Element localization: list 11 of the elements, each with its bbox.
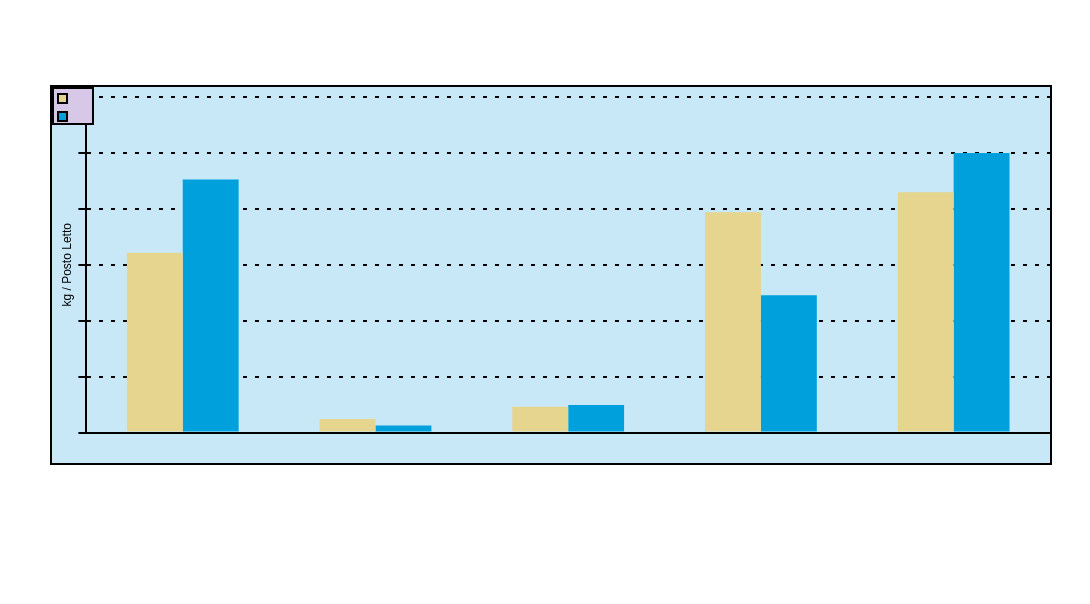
y-axis-title: kg / Posto Letto <box>59 222 74 307</box>
bar <box>760 295 817 432</box>
bar <box>319 418 376 432</box>
bar <box>953 152 1010 432</box>
bar <box>897 192 954 432</box>
bar <box>512 406 569 432</box>
bar <box>705 212 761 432</box>
bar <box>182 179 239 432</box>
bar <box>375 425 432 432</box>
bar <box>126 252 183 432</box>
bar <box>568 404 625 432</box>
